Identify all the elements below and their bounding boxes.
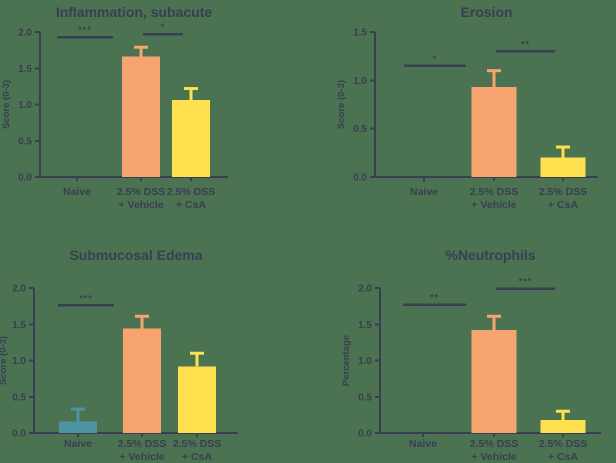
significance-stars: * <box>161 22 166 32</box>
x-category-label: + CsA <box>176 199 206 211</box>
y-tick-label: 1.5 <box>12 320 26 331</box>
x-category-label: 2.5% DSS <box>173 438 221 450</box>
x-category-label: + CsA <box>548 451 578 463</box>
x-category-label: Naive <box>410 186 438 198</box>
x-category-label: Naive <box>64 438 92 450</box>
x-category-label: + Vehicle <box>471 199 516 211</box>
chart-title: Inflammation, subacute <box>56 4 213 20</box>
chart-title: %Neutrophils <box>445 247 535 263</box>
bar <box>471 87 517 177</box>
x-category-label: Naive <box>63 186 91 198</box>
y-tick-label: 1.5 <box>358 320 372 331</box>
y-tick-label: 1.5 <box>18 64 32 75</box>
x-category-label: 2.5% DSS <box>470 438 518 450</box>
chart-erosion: Erosion Score (0-3) 0.0 0.5 1.0 1.5 Naive 2.5% … <box>336 4 598 211</box>
y-tick-label: 1.0 <box>12 356 26 367</box>
significance-stars: ** <box>521 39 530 49</box>
x-category-label: 2.5% DSS <box>539 438 587 450</box>
significance-stars: *** <box>79 293 93 303</box>
x-category-label: 2.5% DSS <box>117 186 165 198</box>
y-tick-label: 2.0 <box>18 28 32 39</box>
bar <box>178 366 216 433</box>
y-axis-label: Score (0-3) <box>336 80 347 129</box>
x-category-label: 2.5% DSS <box>118 438 166 450</box>
x-category-label: + Vehicle <box>471 451 516 463</box>
y-tick-label: 0.0 <box>12 429 26 440</box>
bar <box>122 56 160 177</box>
y-axis-label: Percentage <box>341 335 352 386</box>
y-tick-label: 0.0 <box>18 173 32 184</box>
bar <box>123 328 161 433</box>
y-axis-label: Score (0-3) <box>0 336 9 385</box>
y-tick-label: 1.0 <box>353 76 367 87</box>
bar <box>59 421 97 433</box>
y-tick-label: 0.5 <box>353 124 367 135</box>
x-category-label: Naive <box>409 438 437 450</box>
x-category-label: + Vehicle <box>119 451 164 463</box>
x-category-label: 2.5% DSS <box>167 186 215 198</box>
bar <box>172 100 210 177</box>
y-axis-label: Score (0-3) <box>1 80 12 129</box>
significance-stars: *** <box>519 277 533 287</box>
significance-stars: *** <box>78 25 92 35</box>
x-category-label: + CsA <box>548 199 578 211</box>
y-tick-label: 0.0 <box>353 173 367 184</box>
y-tick-label: 1.0 <box>358 356 372 367</box>
x-category-label: + CsA <box>182 451 212 463</box>
x-category-label: 2.5% DSS <box>539 186 587 198</box>
y-tick-label: 0.5 <box>12 392 26 403</box>
y-tick-label: 1.0 <box>18 100 32 111</box>
y-tick-label: 0.5 <box>358 392 372 403</box>
chart-title: Erosion <box>460 4 512 20</box>
x-category-label: + Vehicle <box>118 199 163 211</box>
y-tick-label: 2.0 <box>358 284 372 295</box>
bar <box>471 330 517 433</box>
chart-neutrophils: %Neutrophils Percentage 0.0 0.5 1.0 1.5 2.0 Nai… <box>341 247 601 463</box>
y-tick-label: 1.5 <box>353 28 367 39</box>
chart-title: Submucosal Edema <box>69 247 202 263</box>
chart-submucosal-edema: Submucosal Edema Score (0-3) 0.0 0.5 1.0 1.5 2… <box>0 247 238 463</box>
chart-inflammation-subacute: Inflammation, subacute Score (0-3) 0.0 0.5 1… <box>1 4 228 211</box>
y-tick-label: 0.5 <box>18 136 32 147</box>
y-tick-label: 0.0 <box>358 429 372 440</box>
bar <box>540 157 586 177</box>
significance-stars: ** <box>430 293 439 303</box>
significance-stars: * <box>433 54 438 64</box>
bar <box>540 419 586 433</box>
x-category-label: 2.5% DSS <box>470 186 518 198</box>
y-tick-label: 2.0 <box>12 284 26 295</box>
